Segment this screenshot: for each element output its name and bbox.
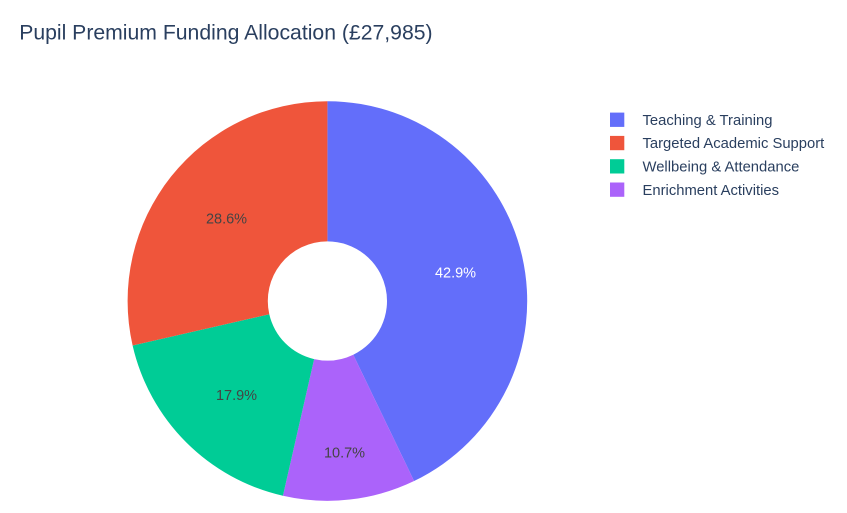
svg-text:Teaching & Training: Teaching & Training — [643, 113, 773, 129]
svg-text:Enrichment Activities: Enrichment Activities — [643, 183, 780, 199]
svg-text:Targeted Academic Support: Targeted Academic Support — [643, 136, 825, 152]
svg-text:Pupil Premium Funding Allocati: Pupil Premium Funding Allocation (£27,98… — [19, 21, 432, 44]
svg-text:28.6%: 28.6% — [206, 212, 247, 228]
svg-text:17.9%: 17.9% — [216, 388, 257, 404]
svg-text:10.7%: 10.7% — [324, 446, 365, 462]
svg-text:Wellbeing & Attendance: Wellbeing & Attendance — [643, 160, 800, 176]
svg-text:42.9%: 42.9% — [435, 266, 476, 282]
